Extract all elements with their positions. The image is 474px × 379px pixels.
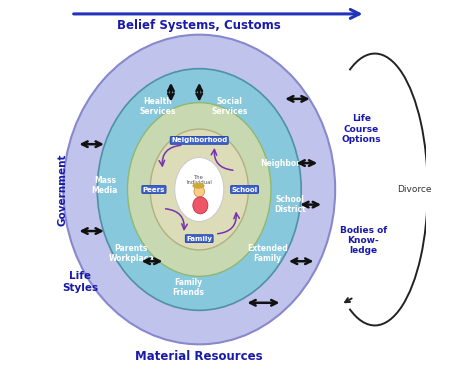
Text: Neighborhood: Neighborhood [171,138,228,143]
Text: Extended
Family: Extended Family [247,244,288,263]
Text: Material Resources: Material Resources [136,350,263,363]
Text: Family: Family [186,236,212,241]
Text: School: School [231,186,257,193]
Ellipse shape [150,129,248,250]
Ellipse shape [192,183,204,189]
Text: Life
Course
Options: Life Course Options [342,114,382,144]
Text: Divorce: Divorce [397,185,432,194]
Ellipse shape [64,35,335,344]
Text: Social
Services: Social Services [211,97,247,116]
Text: Peers: Peers [143,186,165,193]
Text: The
Individual: The Individual [186,175,212,185]
Text: Mass
Media: Mass Media [91,176,118,196]
Text: Life
Styles: Life Styles [62,271,98,293]
Text: Neighbors: Neighbors [260,158,305,168]
Ellipse shape [193,197,208,214]
Text: Health
Services: Health Services [139,97,176,116]
Ellipse shape [128,103,271,276]
Text: Bodies of
Know-
ledge: Bodies of Know- ledge [340,226,387,255]
Text: Belief Systems, Customs: Belief Systems, Customs [118,19,281,32]
Ellipse shape [97,69,301,310]
Text: School
District: School District [274,195,306,214]
Text: Parents
Workplace: Parents Workplace [109,244,154,263]
Text: Family
Friends: Family Friends [172,278,204,298]
Ellipse shape [194,186,204,197]
Ellipse shape [175,157,224,222]
Text: Government: Government [57,153,67,226]
